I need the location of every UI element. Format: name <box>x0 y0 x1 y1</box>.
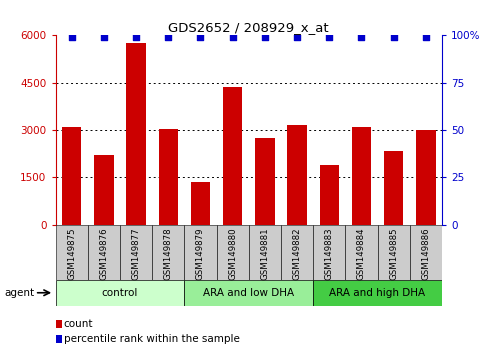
Bar <box>56 225 88 280</box>
Bar <box>345 225 378 280</box>
Text: count: count <box>64 319 93 329</box>
Point <box>68 34 75 40</box>
Bar <box>185 280 313 306</box>
Point <box>197 34 204 40</box>
Bar <box>352 127 371 225</box>
Text: GSM149877: GSM149877 <box>131 228 141 280</box>
Text: GSM149879: GSM149879 <box>196 228 205 280</box>
Bar <box>216 225 249 280</box>
Point <box>357 34 365 40</box>
Bar <box>191 182 210 225</box>
Bar <box>378 225 410 280</box>
Text: GSM149886: GSM149886 <box>421 228 430 280</box>
Bar <box>313 280 442 306</box>
Text: agent: agent <box>5 288 35 298</box>
Point <box>100 34 108 40</box>
Point <box>390 34 398 40</box>
Text: GSM149875: GSM149875 <box>67 228 76 280</box>
Text: GSM149881: GSM149881 <box>260 228 270 280</box>
Point <box>164 34 172 40</box>
Bar <box>56 280 185 306</box>
Point <box>326 34 333 40</box>
Bar <box>127 43 146 225</box>
Title: GDS2652 / 208929_x_at: GDS2652 / 208929_x_at <box>169 21 329 34</box>
Text: percentile rank within the sample: percentile rank within the sample <box>64 334 240 344</box>
Point <box>293 34 301 40</box>
Bar <box>416 130 436 225</box>
Bar <box>152 225 185 280</box>
Text: GSM149878: GSM149878 <box>164 228 173 280</box>
Point <box>422 34 430 40</box>
Bar <box>158 129 178 225</box>
Text: GSM149885: GSM149885 <box>389 228 398 280</box>
Point <box>132 34 140 40</box>
Text: ARA and high DHA: ARA and high DHA <box>329 288 426 298</box>
Bar <box>88 225 120 280</box>
Bar <box>255 138 274 225</box>
Bar <box>313 225 345 280</box>
Text: GSM149884: GSM149884 <box>357 228 366 280</box>
Bar <box>94 155 114 225</box>
Bar <box>384 150 403 225</box>
Bar <box>287 125 307 225</box>
Bar <box>223 87 242 225</box>
Text: ARA and low DHA: ARA and low DHA <box>203 288 294 298</box>
Point <box>261 34 269 40</box>
Bar <box>410 225 442 280</box>
Point <box>229 34 237 40</box>
Bar <box>62 127 81 225</box>
Bar <box>185 225 216 280</box>
Bar <box>120 225 152 280</box>
Bar <box>249 225 281 280</box>
Text: control: control <box>102 288 138 298</box>
Text: GSM149876: GSM149876 <box>99 228 108 280</box>
Text: GSM149882: GSM149882 <box>293 228 301 280</box>
Bar <box>320 165 339 225</box>
Text: GSM149883: GSM149883 <box>325 228 334 280</box>
Bar <box>281 225 313 280</box>
Text: GSM149880: GSM149880 <box>228 228 237 280</box>
